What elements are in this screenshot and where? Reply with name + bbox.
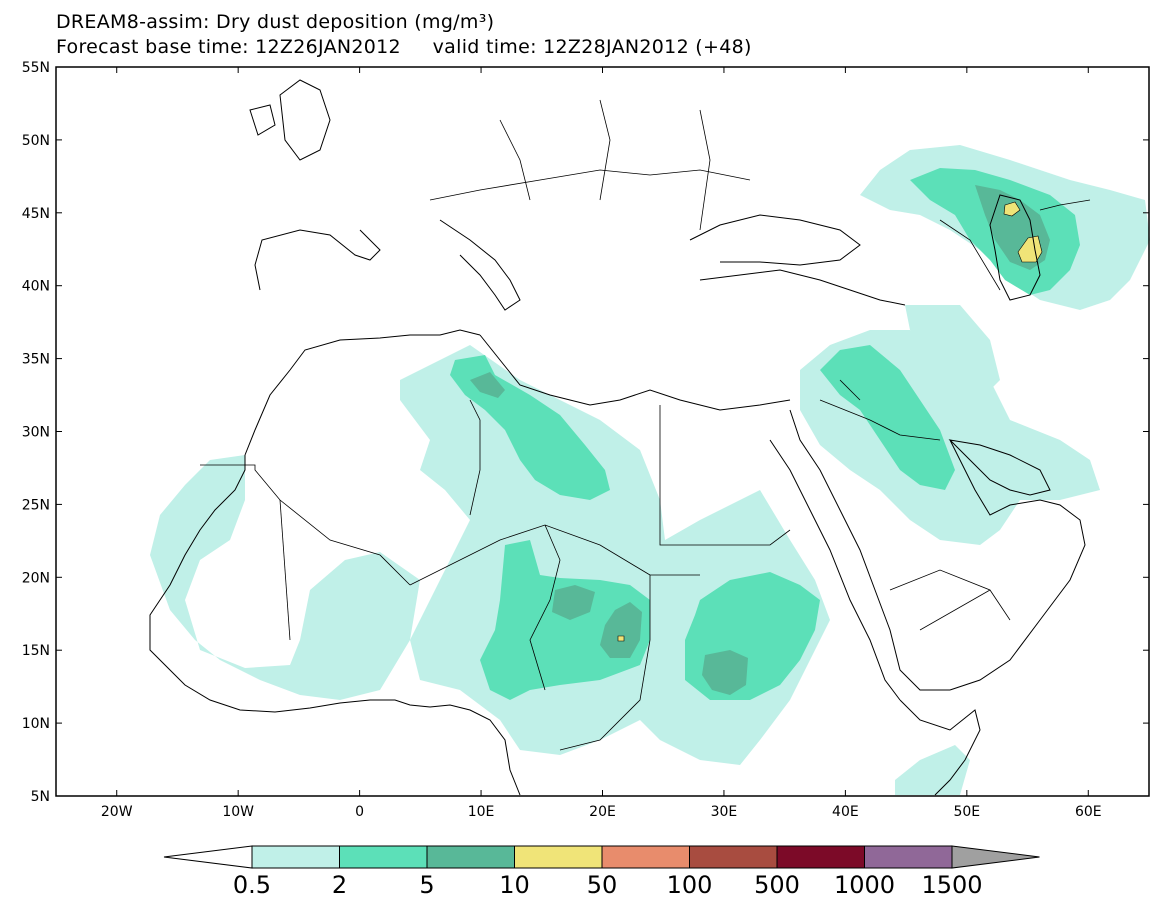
latitude-axis: 55N 50N 45N 40N 35N 30N 25N 20N 15N 10N 5N: [22, 60, 1149, 805]
shade-horn-africa: [895, 745, 970, 795]
lon-label: 50E: [953, 804, 980, 820]
shade-sudan-darfur: [600, 602, 642, 658]
colorbar-label: 100: [667, 871, 713, 899]
lat-label: 35N: [22, 352, 50, 368]
lat-label: 45N: [22, 206, 50, 222]
shade-kaz-yellow: [1003, 201, 1021, 217]
shade-chad-sudan-west: [480, 540, 650, 700]
shade-sudan-core: [702, 650, 748, 695]
shade-iraq: [820, 345, 955, 490]
colorbar-swatch: [864, 845, 953, 869]
lon-label: 10E: [468, 804, 495, 820]
colorbar-swatch: [339, 845, 428, 869]
colorbar-swatch: [514, 845, 603, 869]
lat-label: 40N: [22, 279, 50, 295]
lat-label: 10N: [22, 716, 50, 732]
lat-label: 25N: [22, 497, 50, 513]
colorbar-label: 1000: [834, 871, 895, 899]
lat-label: 20N: [22, 570, 50, 586]
colorbar-min-arrow: [163, 845, 253, 869]
lon-label: 20W: [101, 804, 133, 820]
lat-label: 5N: [31, 789, 50, 805]
colorbar-swatch: [601, 845, 690, 869]
colorbar-label: 10: [499, 871, 530, 899]
lat-label: 30N: [22, 425, 50, 441]
lon-label: 30E: [711, 804, 738, 820]
country-borders: [200, 99, 1091, 751]
map-title: DREAM8-assim: Dry dust deposition (mg/m³…: [56, 11, 495, 33]
shade-sudan-yellow: [617, 635, 625, 642]
colorbar-swatch: [689, 845, 778, 869]
colorbar: 0.5 2 5 10 50 100 500 1000 1500: [163, 845, 1040, 899]
colorbar-label: 500: [754, 871, 800, 899]
longitude-axis: 20W 10W 0 10E 20E 30E 40E 50E 60E: [101, 67, 1102, 820]
lat-label: 15N: [22, 643, 50, 659]
colorbar-label: 50: [587, 871, 618, 899]
colorbar-label: 1500: [921, 871, 982, 899]
forecast-time-subtitle: Forecast base time: 12Z26JAN2012 valid t…: [56, 36, 752, 58]
shade-iran: [905, 305, 1000, 390]
shade-chad-core: [552, 585, 595, 620]
colorbar-label: 5: [419, 871, 434, 899]
lon-label: 10W: [222, 804, 254, 820]
lat-label: 50N: [22, 133, 50, 149]
lon-label: 0: [355, 804, 364, 820]
shade-tunisia-core: [470, 372, 505, 398]
lon-label: 20E: [589, 804, 616, 820]
lon-label: 60E: [1075, 804, 1102, 820]
colorbar-swatch: [776, 845, 865, 869]
colorbar-swatch: [426, 845, 515, 869]
lat-label: 55N: [22, 60, 50, 76]
shade-west-africa-coast: [150, 455, 420, 700]
colorbar-label: 0.5: [233, 871, 271, 899]
lon-label: 40E: [832, 804, 859, 820]
colorbar-max-arrow: [951, 845, 1040, 869]
colorbar-swatch: [251, 845, 340, 869]
deposition-shading: [150, 145, 1150, 795]
coastlines: [149, 79, 1086, 796]
shade-sahara-central: [400, 345, 830, 765]
colorbar-label: 2: [332, 871, 347, 899]
